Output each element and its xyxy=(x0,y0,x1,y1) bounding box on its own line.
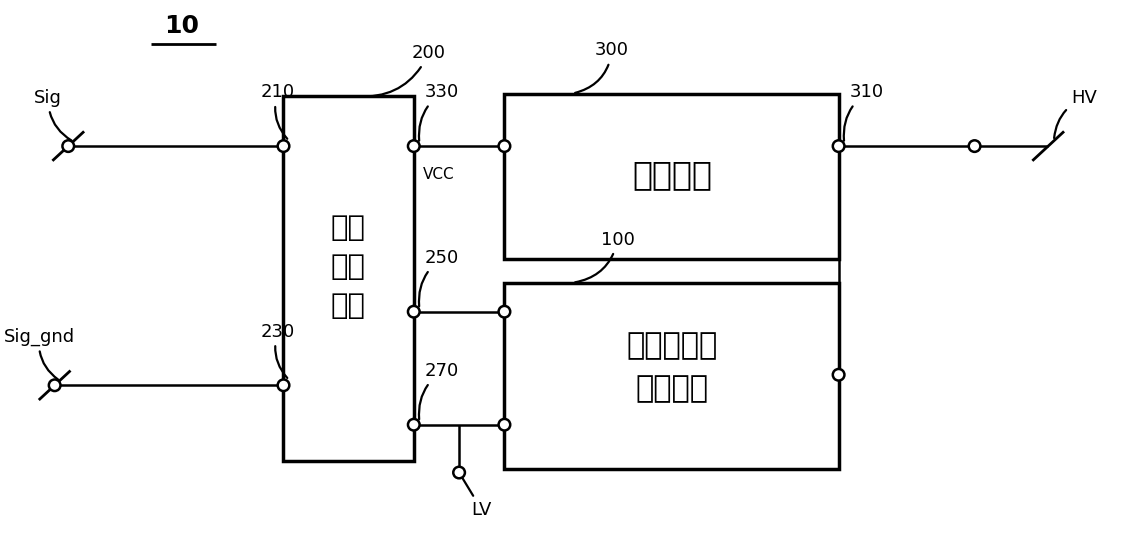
Ellipse shape xyxy=(498,306,510,318)
Text: 230: 230 xyxy=(261,323,295,378)
Text: HV: HV xyxy=(1054,89,1097,138)
Ellipse shape xyxy=(833,369,845,381)
Ellipse shape xyxy=(498,419,510,430)
Text: 270: 270 xyxy=(419,362,459,419)
Bar xyxy=(283,96,414,461)
Ellipse shape xyxy=(833,140,845,152)
Ellipse shape xyxy=(278,380,289,391)
Ellipse shape xyxy=(408,419,419,430)
Ellipse shape xyxy=(408,306,419,318)
Text: 310: 310 xyxy=(844,83,884,140)
Ellipse shape xyxy=(63,140,74,152)
Text: 半导体功率
开关电路: 半导体功率 开关电路 xyxy=(626,331,718,403)
Text: 电平
转换
电路: 电平 转换 电路 xyxy=(330,214,366,320)
Text: 300: 300 xyxy=(575,41,629,93)
Text: 200: 200 xyxy=(358,44,446,97)
Text: 10: 10 xyxy=(165,14,199,38)
Text: Sig: Sig xyxy=(34,89,72,140)
Ellipse shape xyxy=(408,140,419,152)
Ellipse shape xyxy=(49,380,61,391)
Ellipse shape xyxy=(498,140,510,152)
Ellipse shape xyxy=(969,140,981,152)
Text: 供电电路: 供电电路 xyxy=(632,159,712,192)
Text: 330: 330 xyxy=(419,83,459,140)
Bar xyxy=(504,283,839,469)
Ellipse shape xyxy=(278,140,289,152)
Bar xyxy=(504,93,839,259)
Text: 250: 250 xyxy=(419,249,459,307)
Text: 100: 100 xyxy=(575,231,634,282)
Text: 210: 210 xyxy=(261,83,295,139)
Ellipse shape xyxy=(454,467,465,478)
Text: LV: LV xyxy=(461,475,491,519)
Text: VCC: VCC xyxy=(423,167,455,182)
Text: Sig_gnd: Sig_gnd xyxy=(3,327,74,380)
